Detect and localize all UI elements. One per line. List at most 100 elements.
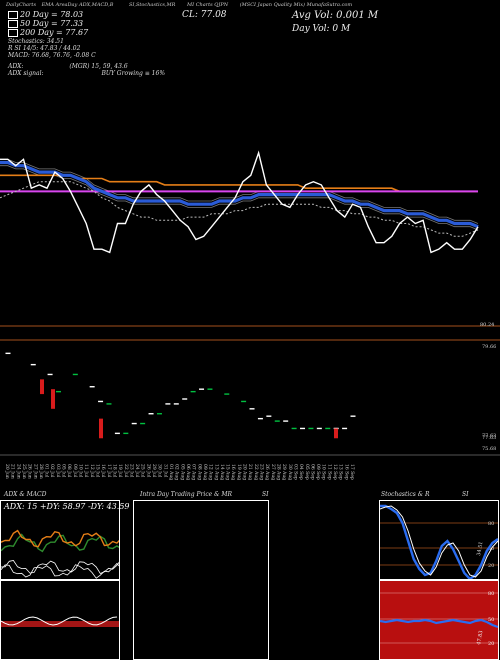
- date-label: 26 Jul: [145, 464, 151, 478]
- date-label: 10 Jul: [78, 464, 84, 478]
- date-label: 15 Jul: [94, 464, 100, 478]
- date-label: 24 Jul: [134, 464, 140, 478]
- candle-17: [148, 413, 154, 415]
- date-label: 19 Jul: [117, 464, 123, 478]
- ema50-line: [0, 181, 479, 237]
- date-label: 17 Sep: [349, 464, 355, 480]
- si-tick-2: 20: [488, 641, 494, 647]
- red-candle-3: [334, 428, 338, 439]
- date-label: 12 Aug: [208, 464, 214, 480]
- header-item-si: SI,Stochastics,MR: [128, 2, 176, 8]
- candle-14: [123, 432, 129, 435]
- date-label: 30 Jul: [157, 464, 163, 478]
- candle-6: [55, 390, 61, 393]
- header-items: DailyCharts EMA AreaDay ADX,MACD,B SI,St…: [6, 2, 496, 8]
- red-candle-0: [40, 379, 44, 395]
- candle-10: [89, 386, 95, 388]
- date-label: 31 Jul: [162, 464, 168, 478]
- candle-13: [114, 432, 120, 435]
- stoch-value: 34.51: [476, 541, 484, 556]
- candle-20: [173, 403, 179, 405]
- date-label: 22 Aug: [253, 464, 259, 480]
- candle-16: [140, 422, 146, 425]
- candle-26: [224, 393, 230, 395]
- candle-22: [190, 390, 196, 393]
- header-item-msci: (MSCI Japan Quality Mix) MunafaSutra.com: [239, 2, 353, 8]
- stoch-tick-2: 20: [488, 563, 494, 569]
- intraday-panel: [133, 500, 269, 660]
- stoch-k-line: [380, 504, 498, 579]
- date-label: 11 Sep: [326, 464, 332, 480]
- legend-ema20: 20 Day = 78.03: [8, 10, 258, 19]
- si-line: [380, 618, 498, 629]
- date-label: 03 Sep: [292, 464, 298, 480]
- date-label: 21 Jun: [10, 464, 16, 479]
- date-label: 02 Aug: [174, 464, 180, 480]
- date-label: 23 Jul: [128, 464, 134, 478]
- date-label: 16 Aug: [230, 464, 236, 480]
- si2-panel-title: SI: [462, 491, 469, 498]
- candle-28: [241, 400, 247, 403]
- date-label: 07 Aug: [191, 464, 197, 480]
- candle-33: [283, 420, 289, 422]
- date-label: 11 Jul: [83, 464, 89, 478]
- date-label: 27 Jun: [32, 464, 38, 479]
- date-label: 08 Aug: [196, 464, 202, 480]
- adx-line: [1, 560, 119, 574]
- candle-29: [249, 408, 255, 410]
- date-label: 05 Sep: [304, 464, 310, 480]
- date-label: 12 Sep: [332, 464, 338, 480]
- si-panel-title: SI: [262, 491, 269, 498]
- candle-ytick-3: 75.68: [482, 446, 496, 452]
- legend-ema200: 200 Day = 77.67: [8, 28, 258, 37]
- legend-ema50: 50 Day = 77.33: [8, 19, 258, 28]
- date-axis: 20 Jun 21 Jun 24 Jun 25 Jun 26 Jun 27 Jun 28 J…: [4, 464, 355, 480]
- candle-30: [257, 417, 263, 420]
- intraday-panel-title: Intra Day Trading Price & MR: [140, 491, 233, 498]
- adx-panel: [0, 500, 120, 580]
- ema50-swatch: [8, 20, 18, 28]
- close-line: [0, 150, 479, 254]
- red-candle-2: [99, 418, 103, 439]
- date-label: 16 Jul: [100, 464, 106, 478]
- date-label: 25 Jul: [140, 464, 146, 478]
- date-label: 26 Jun: [27, 464, 33, 479]
- candle-35: [300, 427, 306, 430]
- date-label: 17 Jul: [106, 464, 112, 478]
- macd-panel: [0, 580, 120, 660]
- candle-ytick-2: 77.63: [482, 435, 496, 441]
- header-item-dailycharts: DailyCharts: [6, 2, 37, 8]
- candle-0: [5, 352, 11, 355]
- candle-19: [165, 403, 171, 405]
- date-label: 19 Aug: [236, 464, 242, 480]
- date-label: 22 Jul: [123, 464, 129, 478]
- candle-34: [291, 427, 297, 430]
- date-label: 01 Jul: [44, 464, 50, 478]
- date-label: 26 Aug: [264, 464, 270, 480]
- price-tick-right: 80.24: [480, 322, 495, 328]
- date-label: 18 Jul: [111, 464, 117, 478]
- ema20-swatch: [8, 11, 18, 19]
- ema-band-line-0: [0, 165, 479, 231]
- date-label: 06 Aug: [185, 464, 191, 480]
- adx-panel-title: ADX & MACD: [4, 491, 47, 498]
- header-item-mi: MI Charts QJPN: [187, 2, 229, 8]
- stoch-tick-0: 80: [488, 521, 494, 527]
- date-label: 08 Jul: [66, 464, 72, 478]
- price-chart: [0, 150, 500, 327]
- date-label: 10 Sep: [321, 464, 327, 480]
- candle-3: [30, 363, 36, 366]
- date-label: 13 Sep: [338, 464, 344, 480]
- date-label: 29 Jul: [151, 464, 157, 478]
- candle-ytick-1: 77.63: [482, 433, 496, 439]
- date-label: 12 Jul: [89, 464, 95, 478]
- day-vol: Day Vol: 0 M: [292, 24, 351, 34]
- date-label: 14 Aug: [219, 464, 225, 480]
- date-label: 25 Jun: [21, 464, 27, 479]
- legend-adx: ADX: (MGR) 15, 59, 43.6: [8, 63, 128, 70]
- candle-24: [207, 388, 213, 390]
- si-tick-1: 50: [488, 617, 494, 623]
- legend-macd: MACD: 76.68, 76.76, -0.08 C: [8, 52, 96, 59]
